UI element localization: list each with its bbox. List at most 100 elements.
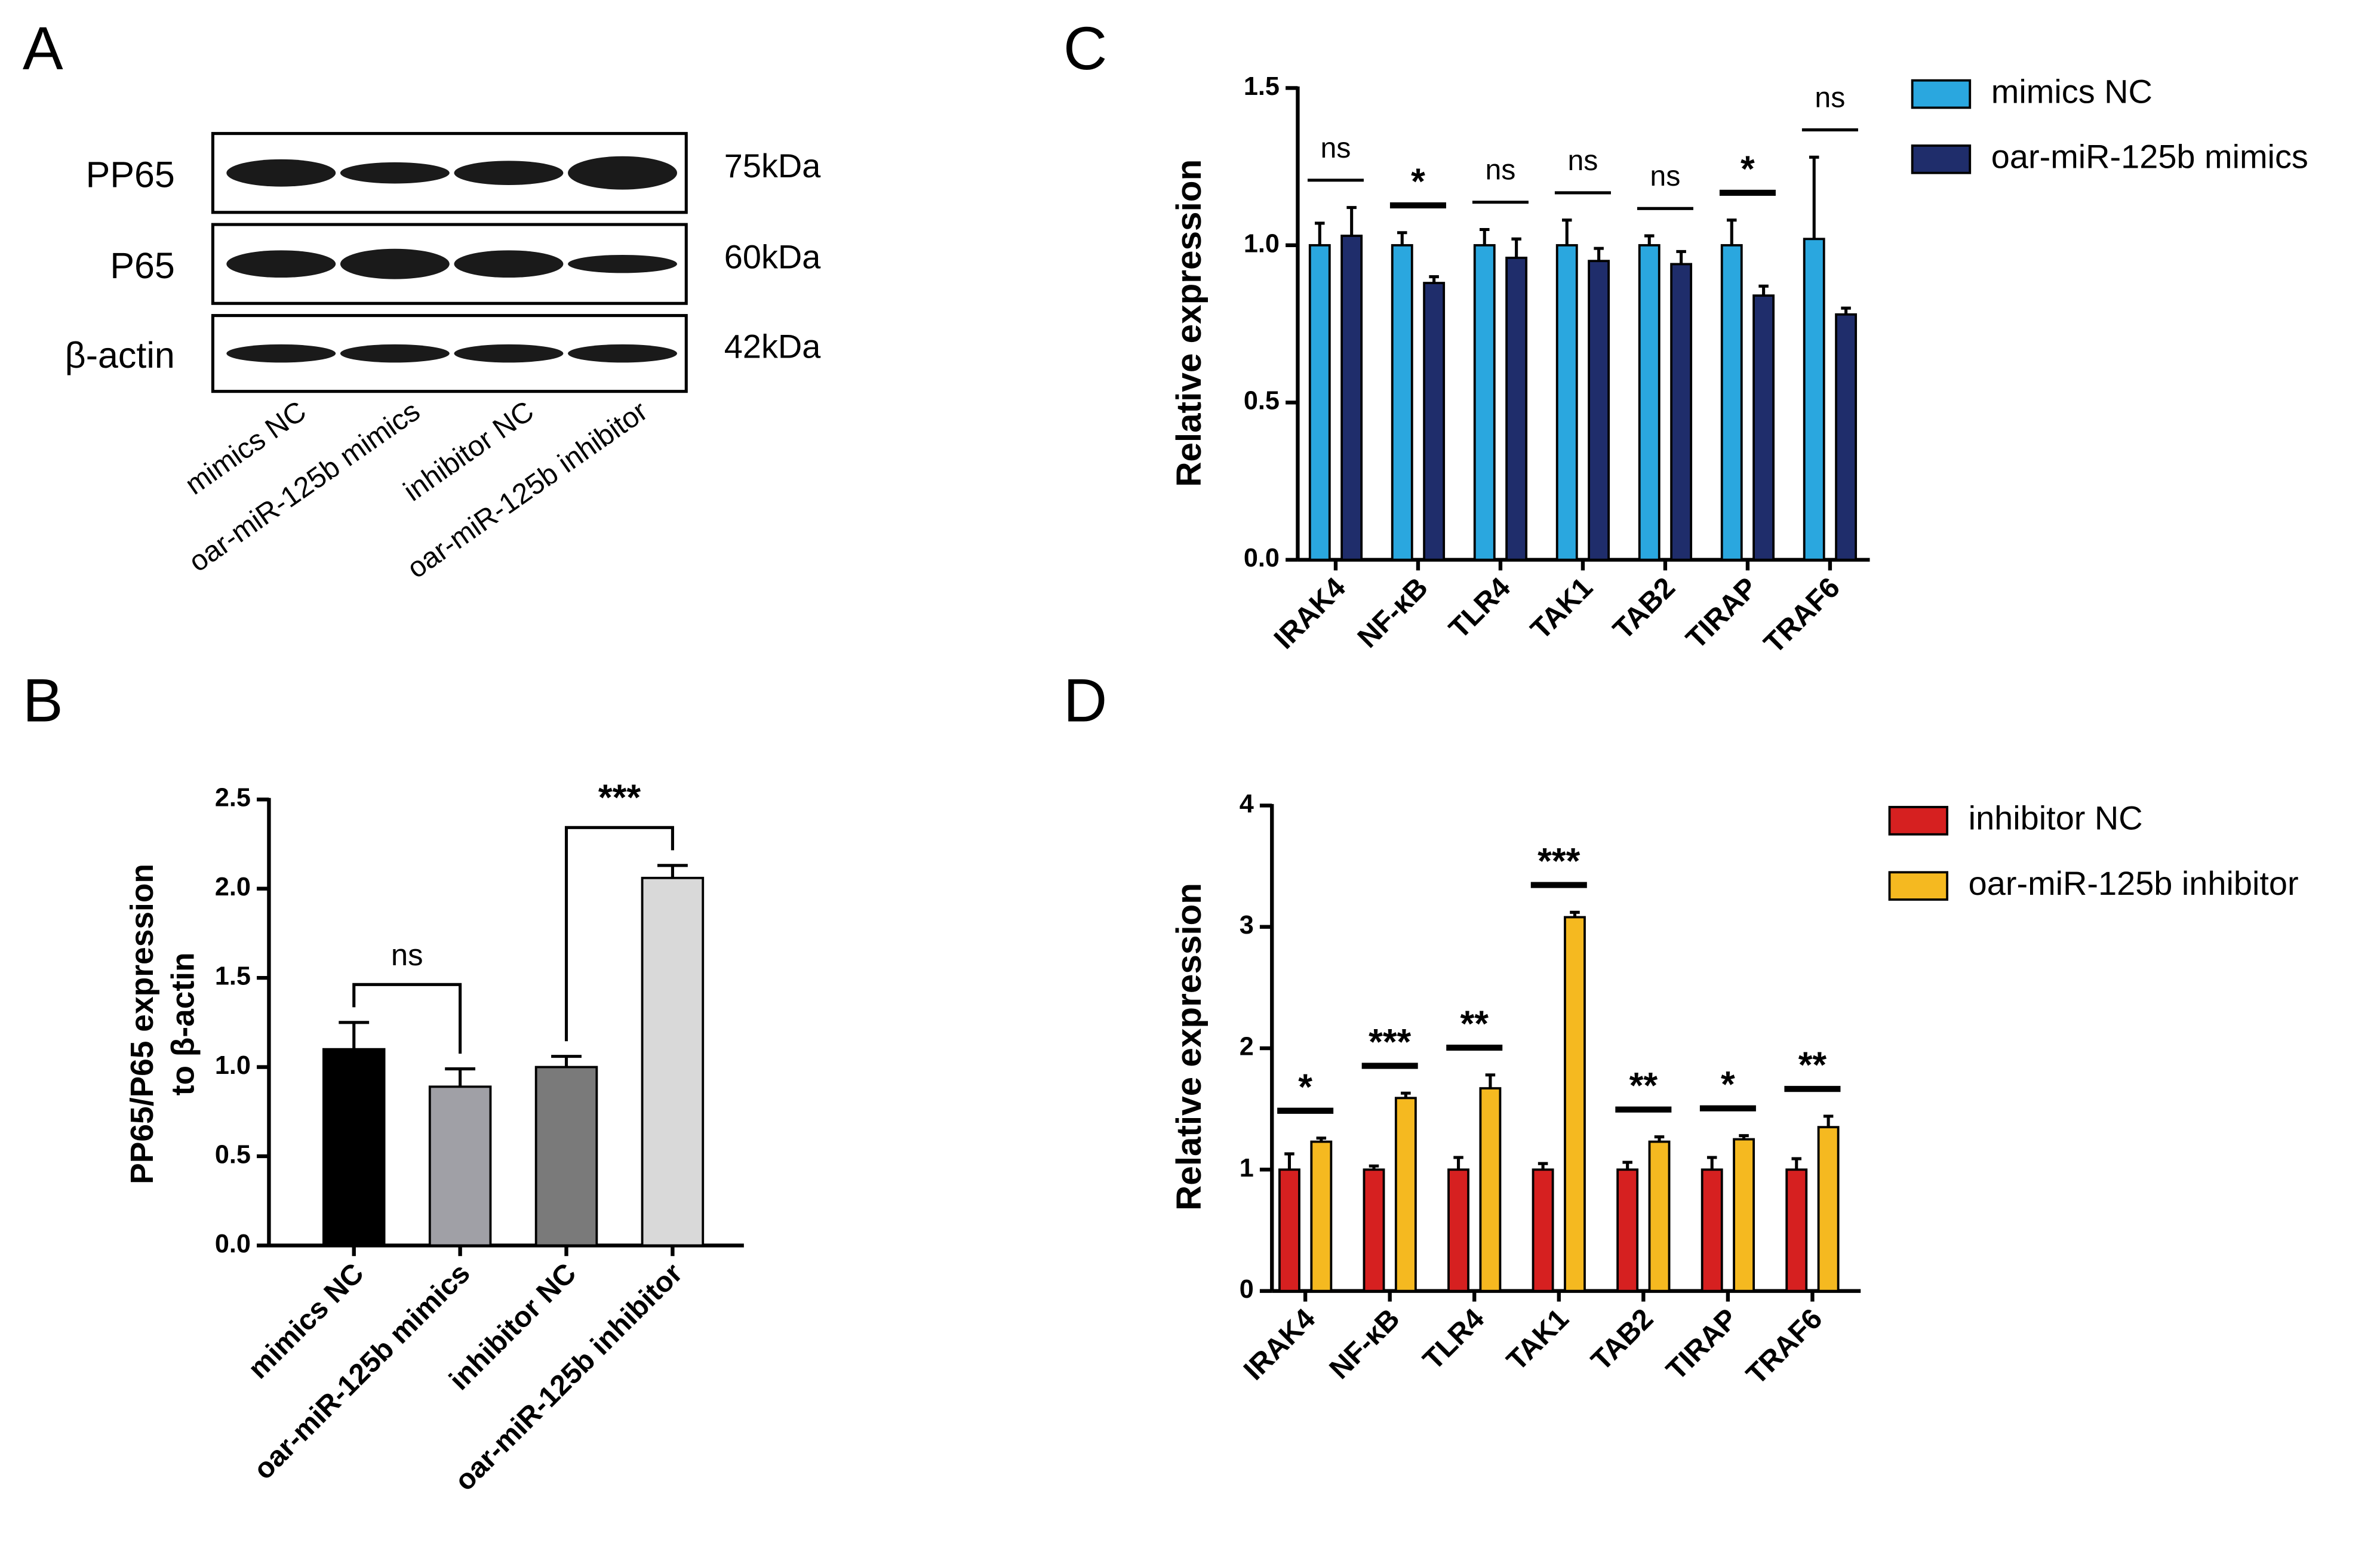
- size-label: 42kDa: [724, 327, 821, 365]
- error-bar: [445, 1067, 476, 1087]
- y-axis-label: Relative expression: [1170, 159, 1209, 487]
- significance: *: [1411, 161, 1425, 202]
- error-bar: [657, 864, 688, 878]
- y-tick-label: 2: [1240, 1032, 1254, 1061]
- error-bar: [1726, 218, 1737, 245]
- y-tick-label: 2.0: [215, 873, 251, 901]
- row-label: P65: [110, 245, 175, 286]
- significance: ***: [1538, 840, 1580, 881]
- bar: [1278, 1168, 1300, 1292]
- x-tick-label: TAK1: [1524, 571, 1599, 646]
- significance: ns: [1815, 81, 1845, 113]
- significance: ns: [1650, 160, 1680, 192]
- y-tick-label: 0.0: [215, 1230, 251, 1258]
- bar: [1670, 263, 1693, 561]
- legend-swatch: [1888, 871, 1949, 901]
- error-bar: [1791, 1157, 1802, 1170]
- significance: *: [1298, 1066, 1312, 1107]
- y-tick-label: 2.5: [215, 784, 251, 812]
- panel-label: A: [23, 14, 63, 82]
- y-tick-label: 0.5: [215, 1140, 251, 1169]
- band: [568, 344, 678, 363]
- bar: [641, 876, 705, 1247]
- legend-label: mimics NC: [1991, 72, 2153, 110]
- error-bar: [1538, 1162, 1548, 1170]
- band: [340, 248, 450, 279]
- y-tick-label: 0.0: [1244, 544, 1280, 572]
- error-bar: [1823, 1114, 1834, 1128]
- error-bar: [1401, 1091, 1411, 1098]
- x-tick-label: TAB2: [1607, 571, 1681, 646]
- error-bar: [1511, 237, 1521, 258]
- band: [340, 344, 450, 363]
- bar: [1720, 244, 1743, 561]
- y-tick-label: 4: [1240, 790, 1254, 818]
- significance: ns: [391, 938, 423, 972]
- significance: ns: [1567, 144, 1598, 177]
- size-label: 60kDa: [724, 238, 821, 275]
- bar: [1588, 260, 1610, 561]
- error-bar: [1315, 221, 1325, 245]
- band: [226, 344, 336, 363]
- y-axis-label: Relative expression: [1170, 883, 1209, 1211]
- significance: ***: [1369, 1021, 1411, 1062]
- error-bar: [1346, 206, 1357, 236]
- error-bar: [1758, 284, 1769, 296]
- error-bar: [1316, 1136, 1327, 1142]
- significance: *: [1721, 1064, 1735, 1104]
- legend-swatch: [1911, 79, 1972, 109]
- bar: [1340, 235, 1363, 561]
- error-bar: [1284, 1152, 1294, 1170]
- bar: [1564, 916, 1586, 1292]
- row-label: β-actin: [65, 335, 175, 375]
- error-bar: [1453, 1156, 1463, 1170]
- significance: ns: [1485, 154, 1515, 186]
- bar: [1394, 1097, 1417, 1292]
- error-bar: [1644, 234, 1655, 245]
- significance: **: [1798, 1045, 1827, 1085]
- bar: [1363, 1168, 1385, 1292]
- x-tick-label: NF-κB: [1323, 1303, 1406, 1385]
- bar: [322, 1048, 386, 1247]
- significance: ns: [1320, 132, 1351, 164]
- bar: [1505, 257, 1528, 561]
- x-tick-label: TAB2: [1585, 1303, 1660, 1377]
- bar: [534, 1066, 598, 1247]
- x-tick-label: IRAK4: [1268, 571, 1352, 655]
- bar: [1479, 1087, 1502, 1292]
- band: [340, 162, 450, 184]
- error-bar: [1594, 247, 1604, 261]
- significance: **: [1629, 1065, 1658, 1106]
- bar: [1835, 313, 1858, 561]
- y-tick-label: 1.0: [215, 1051, 251, 1080]
- error-bar: [1562, 218, 1572, 245]
- legend-label: oar-miR-125b inhibitor: [1969, 864, 2299, 902]
- bar: [1447, 1168, 1469, 1292]
- x-tick-label: TRAF6: [1740, 1303, 1828, 1391]
- error-bar: [1622, 1160, 1632, 1170]
- x-tick-label: TIRAP: [1680, 571, 1764, 655]
- band: [454, 344, 564, 363]
- row-label: PP65: [86, 154, 175, 195]
- error-bar: [1809, 155, 1819, 239]
- x-tick-label: NF-κB: [1351, 571, 1434, 654]
- error-bar: [1369, 1164, 1379, 1170]
- band: [226, 250, 336, 278]
- y-tick-label: 0.5: [1244, 387, 1280, 415]
- bar: [1648, 1140, 1671, 1292]
- legend-label: oar-miR-125b mimics: [1991, 138, 2308, 176]
- error-bar: [1397, 231, 1407, 245]
- error-bar: [1841, 306, 1851, 315]
- bar: [1752, 294, 1775, 561]
- bar: [1733, 1138, 1755, 1292]
- bar: [1701, 1168, 1723, 1292]
- error-bar: [1676, 250, 1686, 264]
- bar: [1638, 244, 1661, 561]
- band: [454, 250, 564, 278]
- panel-label: D: [1063, 667, 1107, 735]
- bar: [1532, 1168, 1554, 1292]
- bar: [1803, 238, 1825, 561]
- band: [454, 161, 564, 186]
- x-tick-label: TRAF6: [1758, 571, 1846, 660]
